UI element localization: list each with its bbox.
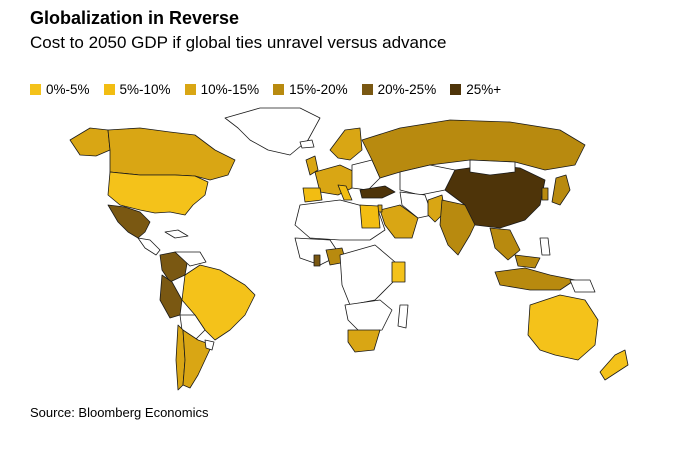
philippines <box>539 237 551 256</box>
chart-title: Globalization in Reverse <box>30 8 240 28</box>
new-zealand <box>599 349 629 381</box>
ghana <box>313 254 321 267</box>
legend-item-5-10: 5%-10% <box>103 82 171 97</box>
legend-label: 10%-15% <box>200 82 260 97</box>
chart-subtitle: Cost to 2050 GDP if global ties unravel … <box>30 33 447 52</box>
central-africa <box>339 244 396 306</box>
argentina <box>182 329 213 389</box>
legend-swatch <box>30 84 41 95</box>
uruguay <box>204 339 215 351</box>
legend-swatch <box>103 84 115 95</box>
indonesia <box>494 267 576 291</box>
turkey <box>359 185 396 199</box>
italy <box>337 184 353 201</box>
australia <box>527 294 599 361</box>
egypt <box>359 204 381 229</box>
scandinavia <box>329 127 363 161</box>
japan <box>551 174 571 206</box>
legend-item-20-25: 20%-25% <box>361 82 437 97</box>
mexico <box>107 204 151 239</box>
legend-label: 0%-5% <box>46 82 90 97</box>
kenya <box>391 261 406 283</box>
caribbean <box>164 229 189 239</box>
legend-label: 25%+ <box>466 82 502 97</box>
legend-swatch <box>450 84 462 95</box>
legend-swatch <box>361 84 373 95</box>
greenland <box>224 107 321 156</box>
korea <box>541 187 549 201</box>
saudi-arabia <box>379 204 419 239</box>
peru <box>159 274 183 319</box>
eastern-europe <box>351 159 381 191</box>
usa <box>107 171 209 216</box>
mongolia <box>469 159 516 176</box>
legend-label: 20%-25% <box>377 82 437 97</box>
legend: 0%-5% 5%-10% 10%-15% 15%-20% 20%-25% 25%… <box>30 82 501 97</box>
venezuela <box>174 251 207 267</box>
bolivia <box>179 314 206 341</box>
western-europe <box>314 164 356 196</box>
spain <box>302 187 323 203</box>
uk <box>305 155 319 176</box>
madagascar <box>397 304 409 329</box>
iran <box>399 191 433 219</box>
legend-swatch <box>273 84 285 95</box>
legend-item-15-20: 15%-20% <box>273 82 348 97</box>
legend-label: 15%-20% <box>289 82 348 97</box>
legend-label: 5%-10% <box>119 82 171 97</box>
papua <box>569 279 596 293</box>
legend-swatch <box>184 84 196 95</box>
south-africa <box>347 329 381 353</box>
legend-item-0-5: 0%-5% <box>30 82 90 97</box>
russia <box>361 119 586 179</box>
malaysia <box>514 254 541 269</box>
source-note: Source: Bloomberg Economics <box>30 405 209 420</box>
brazil <box>181 264 256 341</box>
legend-item-10-15: 10%-15% <box>184 82 260 97</box>
alaska <box>69 127 111 157</box>
central-america <box>137 237 161 256</box>
southern-africa <box>344 299 393 333</box>
legend-item-25-plus: 25%+ <box>450 82 501 97</box>
iceland <box>299 139 315 149</box>
southeast-asia <box>489 227 521 261</box>
canada <box>107 127 236 181</box>
